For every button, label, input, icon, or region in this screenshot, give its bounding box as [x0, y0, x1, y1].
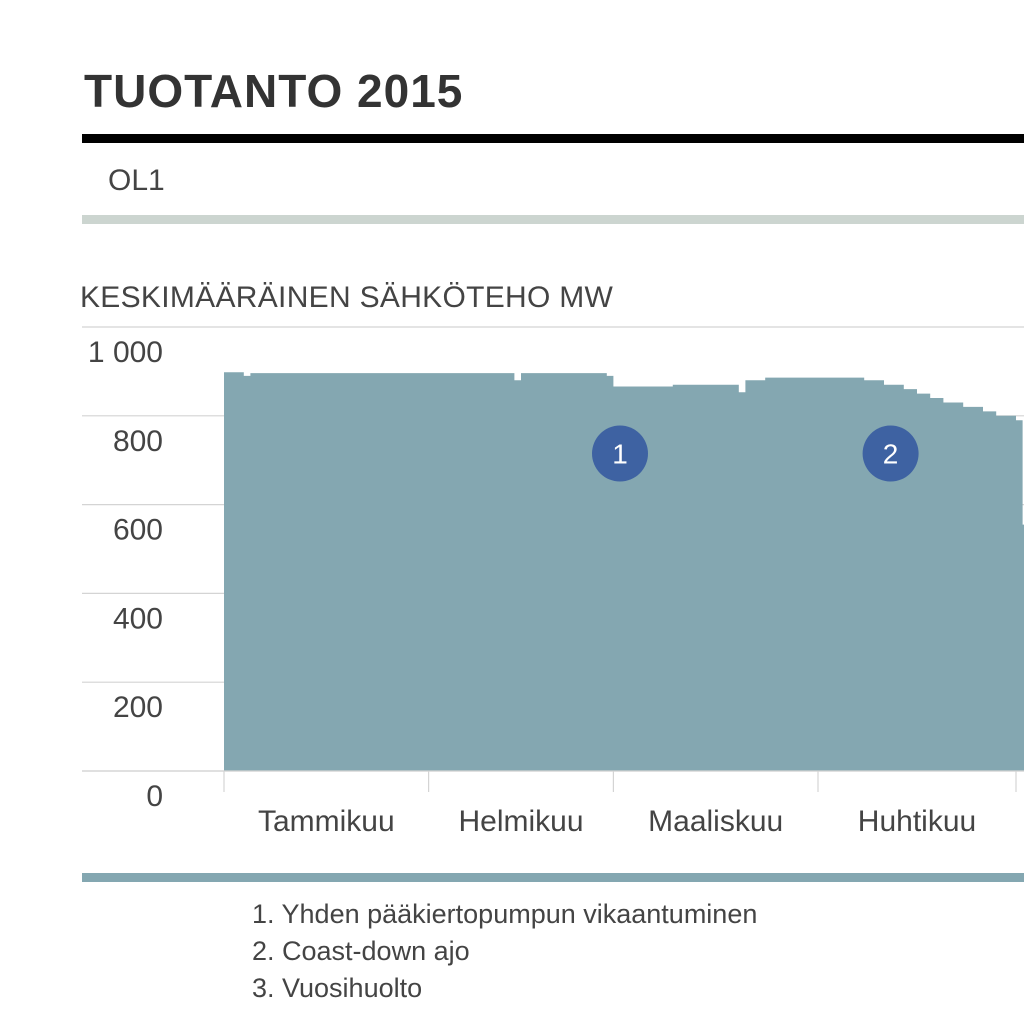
y-tick-label: 600 [113, 514, 163, 547]
chart-title: KESKIMÄÄRÄINEN SÄHKÖTEHO MW [80, 281, 614, 314]
y-tick-label: 400 [113, 602, 163, 635]
y-tick-label: 0 [146, 780, 163, 813]
y-tick-label: 1 000 [88, 336, 163, 369]
footnote-1: 1. Yhden pääkiertopumpun vikaantuminen [252, 899, 758, 929]
y-tick-label: 200 [113, 691, 163, 724]
x-tick-label: Helmikuu [458, 805, 583, 838]
plant-label: OL1 [108, 164, 165, 197]
x-tick-label: Huhtikuu [858, 805, 976, 838]
footnotes: 1. Yhden pääkiertopumpun vikaantuminen 2… [252, 896, 757, 1007]
footer-rule [82, 873, 1024, 882]
page-title: TUOTANTO 2015 [84, 65, 464, 117]
series-area [224, 372, 1024, 771]
annotation-marker [862, 425, 919, 482]
y-tick-label: 800 [113, 425, 163, 458]
annotation-label: 2 [883, 439, 899, 470]
x-tick-label: Tammikuu [258, 805, 395, 838]
footnote-2: 2. Coast-down ajo [252, 936, 470, 966]
footnote-3: 3. Vuosihuolto [252, 973, 423, 1003]
section-rule [82, 215, 1024, 224]
annotation-marker [592, 425, 648, 482]
annotation-label: 1 [612, 439, 628, 470]
x-tick-label: Maaliskuu [648, 805, 783, 838]
header-rule [82, 134, 1024, 143]
